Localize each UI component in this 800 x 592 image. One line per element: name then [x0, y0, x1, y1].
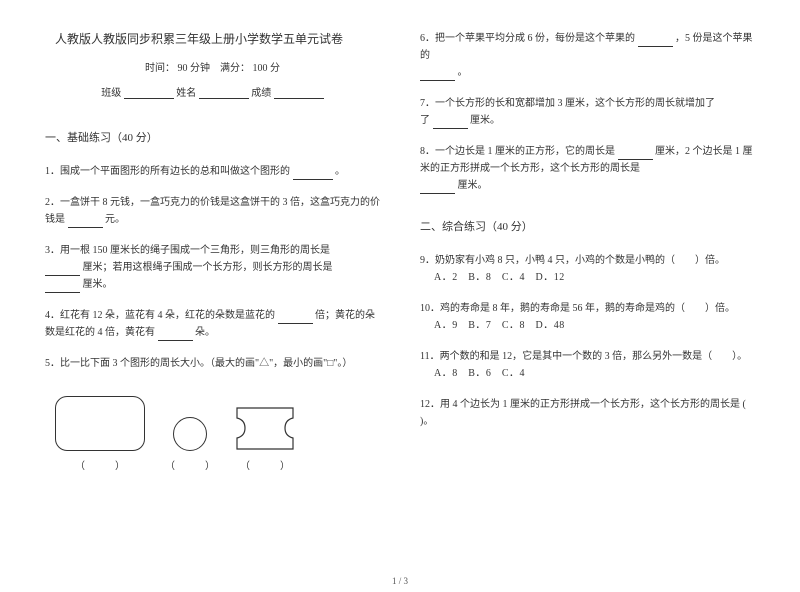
shape-2-wrap: （ ）: [165, 417, 215, 472]
q4: 4．红花有 12 朵，蓝花有 4 朵，红花的朵数是蓝花的 倍；黄花的朵数是红花的…: [45, 307, 380, 341]
paren-1: （ ）: [75, 457, 125, 472]
q1-text: 1．围成一个平面图形的所有边长的总和叫做这个图形的: [45, 166, 290, 177]
q9: 9．奶奶家有小鸡 8 只，小鸭 4 只，小鸡的个数是小鸭的（ ）倍。 A．2 B…: [420, 252, 755, 286]
shape-1-wrap: （ ）: [55, 396, 145, 472]
q2-end: 元。: [105, 214, 125, 225]
doc-title: 人教版人教版同步积累三年级上册小学数学五单元试卷: [55, 30, 380, 47]
q6c: 。: [458, 67, 468, 78]
q4-blank1: [278, 312, 313, 324]
q7: 7．一个长方形的长和宽都增加 3 厘米，这个长方形的周长就增加了 了 厘米。: [420, 95, 755, 129]
q4-blank2: [158, 329, 193, 341]
q1-end: 。: [335, 166, 345, 177]
section-2-title: 二、综合练习（40 分）: [420, 218, 755, 234]
q10: 10．鸡的寿命是 8 年，鹅的寿命是 56 年，鹅的寿命是鸡的（ ）倍。 A．9…: [420, 300, 755, 334]
q3-blank2: [45, 281, 80, 293]
q2-blank: [68, 216, 103, 228]
shape-3-wrap: （ ）: [235, 406, 295, 472]
q7a: 7．一个长方形的长和宽都增加 3 厘米，这个长方形的周长就增加了: [420, 98, 715, 109]
q7-pre: 了: [420, 115, 430, 126]
circle-shape: [173, 417, 207, 451]
q10a: 10．鸡的寿命是 8 年，鹅的寿命是 56 年，鹅的寿命是鸡的（ ）倍。: [420, 303, 735, 314]
meta-line: 时间： 90 分钟 满分： 100 分: [45, 59, 380, 74]
q8: 8．一个边长是 1 厘米的正方形，它的周长是 厘米，2 个边长是 1 厘米的正方…: [420, 143, 755, 194]
class-blank: [124, 87, 174, 99]
score-val: 100 分: [253, 63, 281, 74]
q1-blank: [293, 168, 333, 180]
q12: 12．用 4 个边长为 1 厘米的正方形拼成一个长方形，这个长方形的周长是 ( …: [420, 396, 755, 430]
q5: 5．比一比下面 3 个图形的周长大小。（最大的画"△"，最小的画"□"。）: [45, 355, 380, 372]
paren-3: （ ）: [240, 457, 290, 472]
exam-page: 人教版人教版同步积累三年级上册小学数学五单元试卷 时间： 90 分钟 满分： 1…: [0, 0, 800, 592]
q8c: 厘米。: [458, 180, 488, 191]
class-label: 班级: [101, 88, 121, 99]
q8a: 8．一个边长是 1 厘米的正方形，它的周长是: [420, 146, 615, 157]
q9a: 9．奶奶家有小鸡 8 只，小鸭 4 只，小鸡的个数是小鸭的（ ）倍。: [420, 255, 725, 266]
q11: 11．两个数的和是 12，它是其中一个数的 3 倍，那么另外一数是（ ）。 A．…: [420, 348, 755, 382]
q3b: 厘米；若用这根绳子围成一个长方形，则长方形的周长是: [83, 262, 333, 273]
q11a: 11．两个数的和是 12，它是其中一个数的 3 倍，那么另外一数是（ ）。: [420, 351, 747, 362]
q8-blank1: [618, 148, 653, 160]
q3a: 3．用一根 150 厘米长的绳子围成一个三角形，则三角形的周长是: [45, 245, 330, 256]
q8-blank2: [420, 182, 455, 194]
ticket-shape: [235, 406, 295, 451]
q10-opts: A．9 B．7 C．8 D．48: [434, 317, 755, 334]
q9-opts: A．2 B．8 C．4 D．12: [434, 269, 755, 286]
q6a: 6．把一个苹果平均分成 6 份，每份是这个苹果的: [420, 33, 635, 44]
name-label: 姓名: [176, 88, 196, 99]
score-label: 满分：: [220, 63, 250, 74]
q3-blank1: [45, 264, 80, 276]
shapes-row: （ ） （ ） （ ）: [55, 396, 380, 472]
q6-blank2: [420, 69, 455, 81]
grade-label: 成绩: [251, 88, 271, 99]
q3c: 厘米。: [83, 279, 113, 290]
section-1-title: 一、基础练习（40 分）: [45, 129, 380, 145]
q4a: 4．红花有 12 朵，蓝花有 4 朵，红花的朵数是蓝花的: [45, 310, 275, 321]
q7-blank: [433, 117, 468, 129]
page-number: 1 / 3: [0, 576, 800, 586]
time-val: 90 分钟: [178, 63, 211, 74]
name-blank: [199, 87, 249, 99]
info-line: 班级 姓名 成绩: [45, 84, 380, 99]
time-label: 时间：: [145, 63, 175, 74]
q3: 3．用一根 150 厘米长的绳子围成一个三角形，则三角形的周长是 厘米；若用这根…: [45, 242, 380, 293]
round-rect-shape: [55, 396, 145, 451]
q6-blank1: [638, 35, 673, 47]
q11-opts: A．8 B．6 C．4: [434, 365, 755, 382]
q4c: 朵。: [195, 327, 215, 338]
paren-2: （ ）: [165, 457, 215, 472]
grade-blank: [274, 87, 324, 99]
left-col: 人教版人教版同步积累三年级上册小学数学五单元试卷 时间： 90 分钟 满分： 1…: [45, 30, 380, 572]
q6: 6．把一个苹果平均分成 6 份，每份是这个苹果的 ，5 份是这个苹果的 。: [420, 30, 755, 81]
right-col: 6．把一个苹果平均分成 6 份，每份是这个苹果的 ，5 份是这个苹果的 。 7．…: [420, 30, 755, 572]
q1: 1．围成一个平面图形的所有边长的总和叫做这个图形的 。: [45, 163, 380, 180]
q2: 2．一盒饼干 8 元钱，一盒巧克力的价钱是这盒饼干的 3 倍，这盒巧克力的价钱是…: [45, 194, 380, 228]
q7b: 厘米。: [470, 115, 500, 126]
